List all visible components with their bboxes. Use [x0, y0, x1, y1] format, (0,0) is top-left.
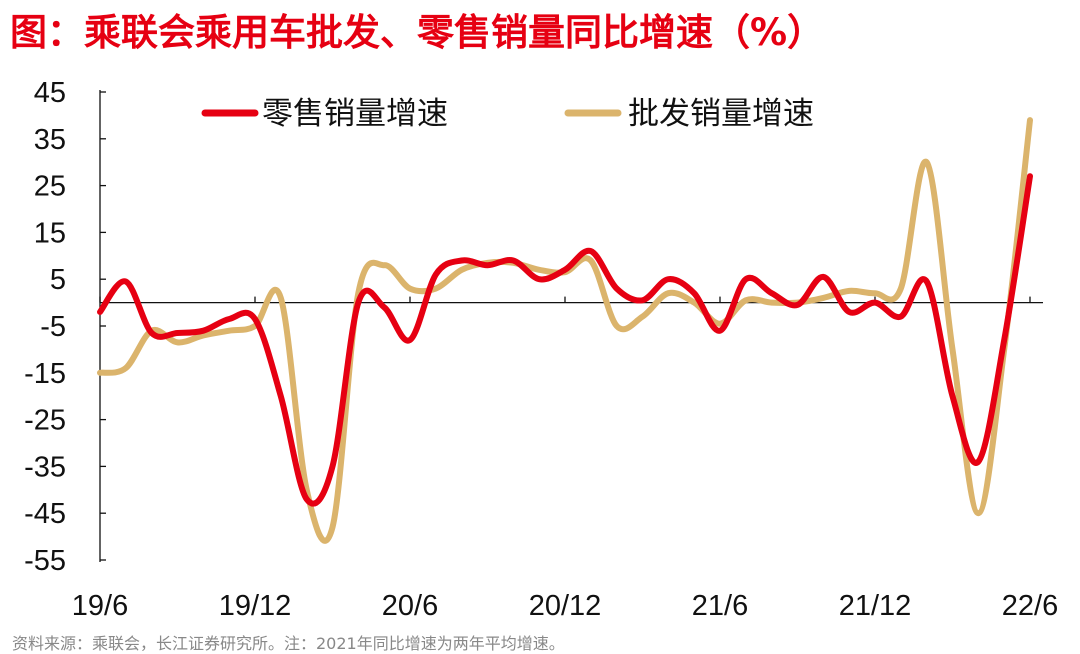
- x-tick-label: 20/6: [382, 590, 438, 622]
- y-tick-label: -55: [24, 545, 66, 577]
- y-tick-label: 15: [34, 217, 66, 249]
- x-tick-label: 19/12: [219, 590, 292, 622]
- y-tick-label: -45: [24, 498, 66, 530]
- y-tick-label: -5: [40, 311, 66, 343]
- x-axis-ticks: 19/6 19/12 20/6 20/12 21/6 21/12 22/6: [72, 296, 1058, 622]
- x-tick-label: 19/6: [72, 590, 128, 622]
- x-tick-label: 21/6: [692, 590, 748, 622]
- legend-label: 零售销量增速: [262, 96, 448, 132]
- chart-source-note: 资料来源：乘联会，长江证券研究所。注：2021年同比增速为两年平均增速。: [12, 634, 565, 653]
- y-tick-label: 45: [34, 77, 66, 109]
- legend-label: 批发销量增速: [628, 96, 814, 132]
- y-axis-ticks: 45 35 25 15 5 -5 -15 -25 -35 -45 -55: [24, 77, 106, 577]
- series-line-wholesale: [97, 117, 1033, 544]
- chart-title: 图：乘联会乘用车批发、零售销量同比增速（%）: [10, 11, 825, 54]
- y-tick-label: -35: [24, 451, 66, 483]
- y-tick-label: 35: [34, 124, 66, 156]
- chart-series-lines: [97, 117, 1033, 544]
- series-line-retail: [97, 173, 1033, 507]
- y-tick-label: -15: [24, 358, 66, 390]
- x-tick-label: 21/12: [839, 590, 912, 622]
- y-tick-label: 25: [34, 171, 66, 203]
- chart-axes: [99, 90, 1043, 562]
- x-tick-label: 20/12: [529, 590, 602, 622]
- line-chart: 45 35 25 15 5 -5 -15 -25 -35 -45 -55 19/6 19/12 20/6…: [24, 77, 1058, 622]
- y-tick-label: 5: [50, 264, 66, 296]
- y-tick-label: -25: [24, 405, 66, 437]
- x-tick-label: 22/6: [1002, 590, 1058, 622]
- chart-legend: 零售销量增速 批发销量增速: [201, 96, 814, 132]
